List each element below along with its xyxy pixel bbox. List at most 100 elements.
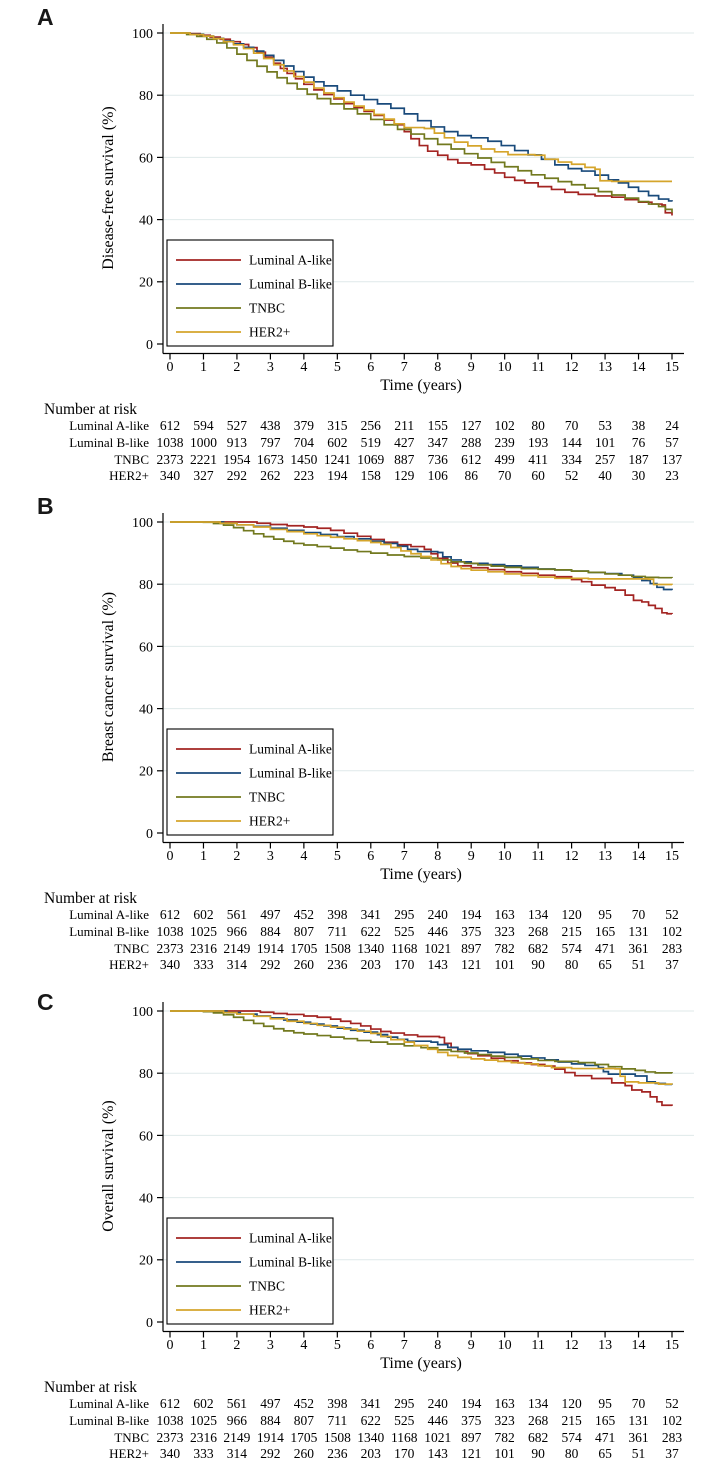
km-curve-her2- bbox=[170, 1010, 673, 1085]
risk-row-label: TNBC bbox=[114, 452, 149, 467]
risk-count: 884 bbox=[260, 924, 281, 939]
risk-count: 333 bbox=[193, 957, 214, 972]
km-curve-luminal-b-like bbox=[170, 1010, 673, 1086]
risk-count: 53 bbox=[598, 418, 612, 433]
x-tick-label: 10 bbox=[498, 1338, 512, 1353]
risk-row-label: Luminal A-like bbox=[69, 418, 149, 433]
risk-count: 375 bbox=[461, 924, 482, 939]
risk-count: 165 bbox=[595, 924, 616, 939]
risk-count: 411 bbox=[528, 452, 548, 467]
risk-count: 327 bbox=[193, 468, 214, 483]
risk-row-label: HER2+ bbox=[109, 1446, 149, 1461]
risk-count: 52 bbox=[565, 468, 579, 483]
risk-count: 260 bbox=[294, 1446, 315, 1461]
risk-count: 193 bbox=[528, 435, 549, 450]
risk-count: 239 bbox=[495, 435, 516, 450]
risk-count: 1508 bbox=[324, 1430, 351, 1445]
risk-count: 283 bbox=[662, 941, 683, 956]
risk-count: 622 bbox=[361, 1413, 381, 1428]
legend-label: Luminal A-like bbox=[249, 742, 332, 757]
x-tick-label: 0 bbox=[167, 1338, 174, 1353]
risk-count: 525 bbox=[394, 924, 415, 939]
x-tick-label: 0 bbox=[167, 360, 174, 375]
x-tick-label: 9 bbox=[468, 849, 475, 864]
y-tick-label: 20 bbox=[139, 1254, 153, 1269]
km-curve-luminal-b-like bbox=[170, 32, 673, 202]
risk-count: 90 bbox=[531, 1446, 545, 1461]
risk-count: 257 bbox=[595, 452, 616, 467]
x-tick-label: 15 bbox=[665, 849, 679, 864]
risk-count: 144 bbox=[561, 435, 582, 450]
risk-count: 966 bbox=[227, 924, 248, 939]
risk-count: 612 bbox=[160, 418, 180, 433]
x-tick-label: 14 bbox=[632, 360, 646, 375]
risk-count: 194 bbox=[461, 907, 482, 922]
risk-count: 574 bbox=[561, 1430, 582, 1445]
y-tick-label: 0 bbox=[146, 1316, 153, 1331]
risk-count: 1168 bbox=[391, 1430, 418, 1445]
legend-label: TNBC bbox=[249, 1279, 285, 1294]
x-tick-label: 4 bbox=[300, 849, 307, 864]
risk-count: 704 bbox=[294, 435, 315, 450]
risk-count: 80 bbox=[531, 418, 545, 433]
risk-count: 260 bbox=[294, 957, 315, 972]
risk-count: 2316 bbox=[190, 1430, 217, 1445]
risk-count: 143 bbox=[428, 957, 449, 972]
risk-count: 288 bbox=[461, 435, 482, 450]
y-tick-label: 80 bbox=[139, 578, 153, 593]
y-tick-label: 40 bbox=[139, 703, 153, 718]
risk-count: 1038 bbox=[157, 435, 184, 450]
y-tick-label: 40 bbox=[139, 214, 153, 229]
panel-disease-free-survival: A 0 20 40 60 80 100 0 1 2 3 4 5 6 7 8 9 10 11 12 13 14 15 Time… bbox=[0, 0, 717, 489]
risk-count: 23 bbox=[665, 468, 679, 483]
risk-count: 137 bbox=[662, 452, 683, 467]
risk-count: 236 bbox=[327, 1446, 348, 1461]
x-tick-label: 7 bbox=[401, 849, 408, 864]
x-tick-label: 3 bbox=[267, 360, 274, 375]
risk-count: 527 bbox=[227, 418, 248, 433]
risk-count: 711 bbox=[327, 1413, 347, 1428]
number-at-risk-title: Number at risk bbox=[44, 890, 137, 907]
x-tick-label: 2 bbox=[233, 849, 240, 864]
y-tick-label: 40 bbox=[139, 1192, 153, 1207]
risk-count: 283 bbox=[662, 1430, 683, 1445]
risk-count: 129 bbox=[394, 468, 415, 483]
legend-label: Luminal B-like bbox=[249, 277, 332, 292]
risk-count: 398 bbox=[327, 907, 348, 922]
risk-count: 736 bbox=[428, 452, 449, 467]
risk-count: 594 bbox=[193, 418, 214, 433]
risk-count: 37 bbox=[665, 1446, 679, 1461]
x-tick-label: 7 bbox=[401, 1338, 408, 1353]
x-tick-label: 13 bbox=[598, 849, 612, 864]
risk-count: 497 bbox=[260, 1396, 281, 1411]
risk-count: 268 bbox=[528, 1413, 549, 1428]
x-tick-label: 8 bbox=[434, 360, 441, 375]
risk-count: 1673 bbox=[257, 452, 284, 467]
risk-count: 143 bbox=[428, 1446, 449, 1461]
risk-count: 262 bbox=[260, 468, 280, 483]
risk-count: 452 bbox=[294, 1396, 314, 1411]
km-curve-luminal-a-like bbox=[170, 32, 673, 216]
km-curve-tnbc bbox=[170, 32, 673, 213]
risk-row-label: Luminal A-like bbox=[69, 1396, 149, 1411]
x-tick-label: 7 bbox=[401, 360, 408, 375]
risk-count: 1069 bbox=[357, 452, 384, 467]
risk-row-label: HER2+ bbox=[109, 957, 149, 972]
risk-count: 1025 bbox=[190, 924, 217, 939]
risk-count: 194 bbox=[327, 468, 348, 483]
risk-count: 612 bbox=[461, 452, 481, 467]
risk-count: 30 bbox=[632, 468, 646, 483]
y-tick-label: 100 bbox=[132, 27, 153, 42]
x-axis-title: Time (years) bbox=[380, 377, 462, 394]
risk-count: 240 bbox=[428, 1396, 449, 1411]
risk-count: 134 bbox=[528, 1396, 549, 1411]
x-tick-label: 8 bbox=[434, 849, 441, 864]
legend-label: Luminal B-like bbox=[249, 766, 332, 781]
risk-count: 51 bbox=[632, 1446, 646, 1461]
risk-count: 561 bbox=[227, 1396, 247, 1411]
risk-count: 40 bbox=[598, 468, 612, 483]
risk-count: 215 bbox=[561, 924, 582, 939]
risk-count: 314 bbox=[227, 957, 248, 972]
